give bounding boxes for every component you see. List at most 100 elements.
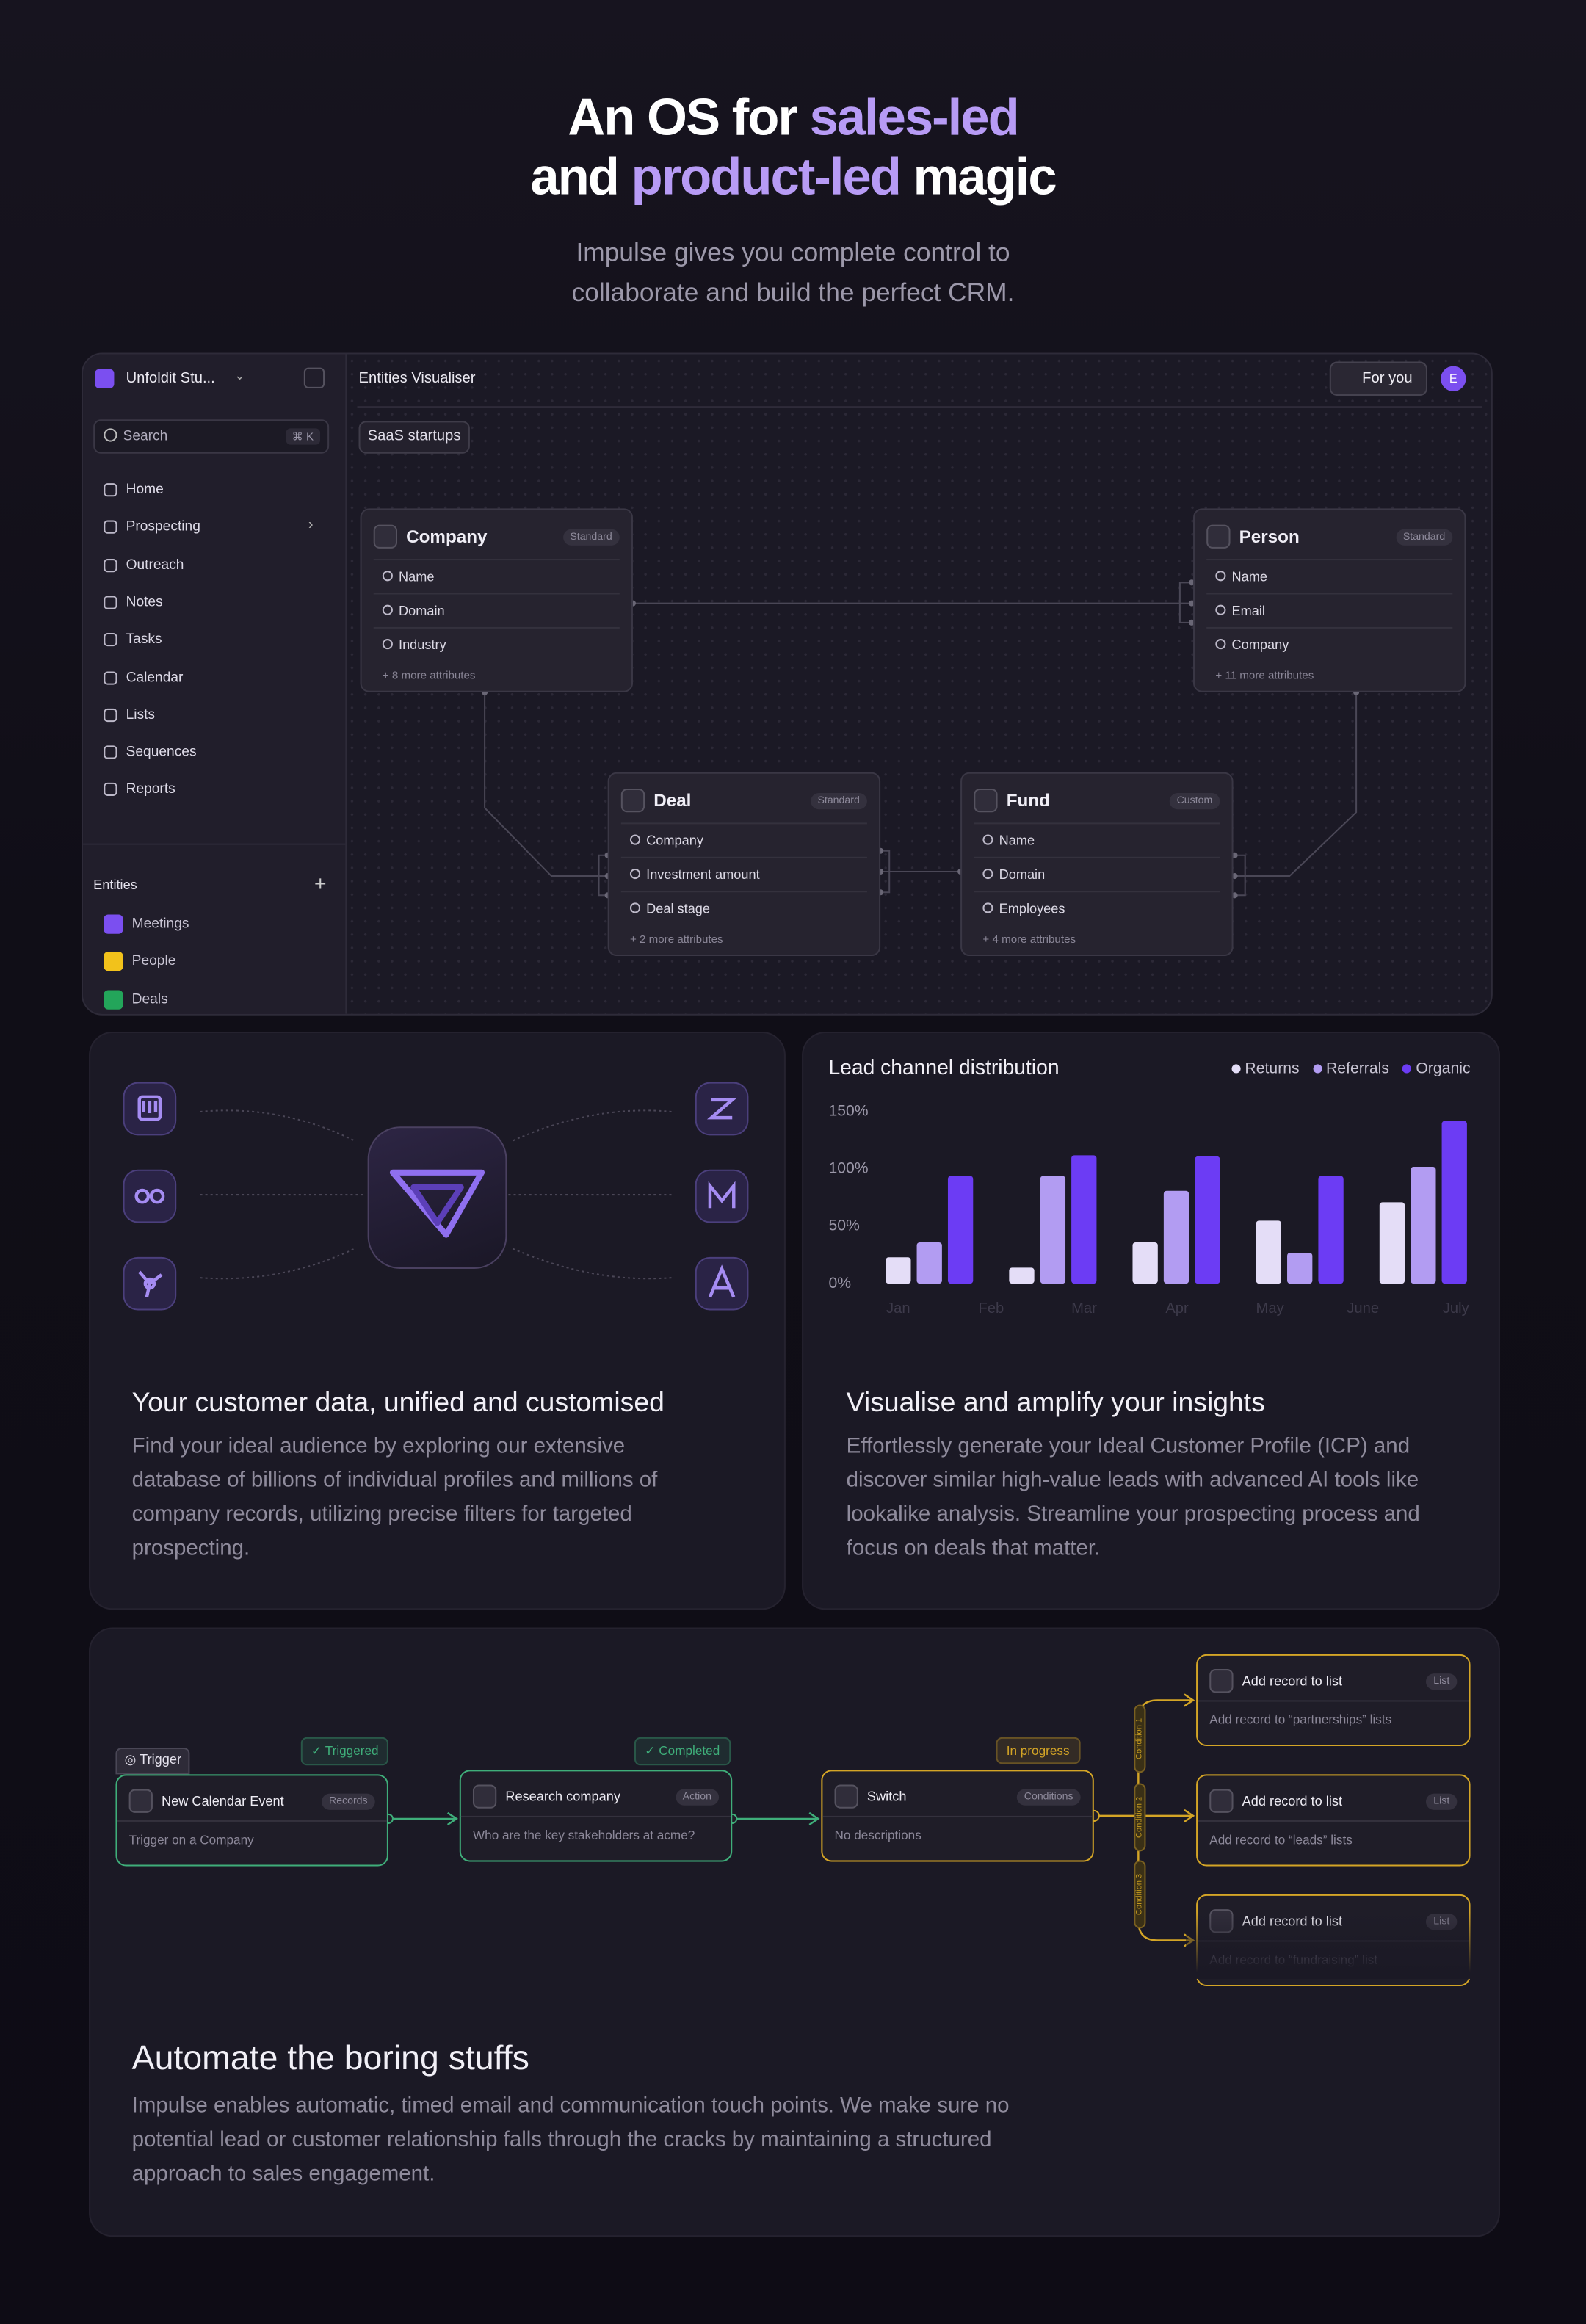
nav-icon: [104, 633, 117, 647]
card-icon: [974, 788, 998, 813]
x-tick-label: June: [1347, 1300, 1379, 1317]
field-label: Name: [999, 832, 1035, 847]
card-icon: [1206, 524, 1231, 549]
y-tick-label: 100%: [828, 1160, 868, 1177]
page-title: Entities Visualiser: [358, 370, 476, 387]
bar: [947, 1176, 974, 1284]
field-row: Name: [974, 822, 1220, 855]
nav-icon: [104, 596, 117, 609]
hero-subtitle: Impulse gives you complete control to co…: [571, 236, 1015, 307]
card-body: Effortlessly generate your Ideal Custome…: [846, 1435, 1420, 1561]
card-icon: [373, 524, 398, 549]
entity-item[interactable]: Deals: [104, 989, 168, 1009]
status-badge: In progress: [996, 1737, 1080, 1764]
node-tag: Conditions: [1016, 1788, 1081, 1805]
field-icon: [629, 868, 641, 880]
node-tag: List: [1426, 1673, 1458, 1690]
search-box[interactable]: [93, 419, 330, 454]
workspace-name[interactable]: Unfoldit Stu...: [126, 370, 215, 387]
bar: [1195, 1156, 1220, 1284]
integration-icon: [695, 1169, 749, 1223]
entity-card: Company Standard Name Domain Industry + 8 mor…: [360, 508, 633, 692]
more-attributes: + 4 more attributes: [982, 932, 1076, 946]
card-header: Deal Standard: [620, 786, 867, 815]
condition-label: Condition 1: [1134, 1704, 1146, 1773]
text: Trigger: [140, 1752, 182, 1767]
nav-icon: [104, 521, 117, 535]
field-row: Deal stage: [620, 891, 867, 923]
card-tag: Custom: [1169, 792, 1220, 809]
add-button[interactable]: +: [314, 871, 327, 896]
entity-label: People: [131, 953, 176, 970]
filter-chip[interactable]: SaaS startups: [358, 421, 470, 454]
nav-item[interactable]: Prospecting: [104, 519, 200, 535]
hero-line-2: and product-led magic: [0, 148, 1586, 208]
x-tick-label: Jan: [886, 1300, 910, 1317]
field-label: Domain: [999, 866, 1046, 882]
nav-icon: [104, 558, 117, 572]
nav-item[interactable]: Calendar: [104, 669, 184, 686]
entity-icon: [104, 914, 123, 934]
field-label: Email: [1231, 602, 1265, 618]
y-tick-label: 150%: [828, 1103, 868, 1120]
entity-card: Deal Standard Company Investment amount Deal…: [607, 772, 881, 957]
avatar[interactable]: E: [1441, 366, 1466, 391]
nav-label: Tasks: [126, 631, 162, 648]
entity-icon: [104, 989, 123, 1009]
node-header: Add record to list List: [1209, 1668, 1458, 1694]
nav-icon: [104, 783, 117, 797]
legend-swatch: [1312, 1064, 1322, 1074]
chart-title: Lead channel distribution: [828, 1055, 1059, 1079]
x-tick-label: July: [1443, 1300, 1470, 1317]
nav-item[interactable]: Notes: [104, 594, 163, 610]
nav-item[interactable]: Reports: [104, 782, 175, 798]
chevron[interactable]: ⌄: [233, 367, 246, 383]
field-icon: [1215, 639, 1226, 650]
more-label: 2 more attributes: [640, 932, 723, 946]
field-row: Name: [1206, 559, 1453, 591]
nav-item[interactable]: Home: [104, 482, 164, 499]
nav-item[interactable]: Sequences: [104, 745, 197, 761]
legend-label: Returns: [1245, 1060, 1300, 1078]
field-label: Employees: [999, 900, 1065, 916]
field-row: Domain: [974, 856, 1220, 889]
nav-label: Prospecting: [126, 519, 200, 536]
node-header: Switch Conditions: [834, 1783, 1081, 1809]
bar: [916, 1242, 942, 1284]
list-node: Add record to list List Add record to “lea…: [1196, 1774, 1471, 1867]
node-header: Add record to list List: [1209, 1788, 1458, 1814]
card-body: Impulse enables automatic, timed email a…: [131, 2094, 1010, 2187]
nav-label: Calendar: [126, 669, 184, 686]
field-label: Domain: [399, 602, 445, 618]
entity-item[interactable]: Meetings: [104, 914, 189, 934]
for-you-button[interactable]: [1329, 361, 1427, 396]
nav-item[interactable]: Tasks: [104, 631, 162, 648]
field-row: Domain: [373, 593, 620, 625]
legend-label: Referrals: [1325, 1060, 1389, 1078]
field-icon: [382, 604, 393, 615]
integration-glyphs: [134, 1095, 737, 1298]
nav-label: Home: [126, 482, 164, 499]
bar: [1379, 1202, 1405, 1284]
bar: [1163, 1190, 1190, 1284]
more-label: 8 more attributes: [391, 668, 476, 682]
bar: [1009, 1267, 1035, 1284]
field-icon: [382, 571, 393, 582]
card-header: Fund Custom: [974, 786, 1220, 815]
separator: [822, 1815, 1093, 1817]
entity-label: Deals: [131, 991, 168, 1007]
entity-item[interactable]: People: [104, 952, 175, 971]
x-tick-label: Mar: [1071, 1300, 1097, 1317]
nav-icon: [104, 745, 117, 759]
field-label: Name: [1231, 568, 1268, 584]
nav-item[interactable]: Lists: [104, 707, 155, 723]
fade-overlay: [1185, 1912, 1482, 1979]
y-tick-label: 0%: [828, 1275, 851, 1292]
nav-icon: [104, 483, 117, 497]
node-desc: No descriptions: [834, 1828, 921, 1843]
bar: [886, 1257, 911, 1284]
section-label: Entities: [93, 877, 137, 893]
collapse-button[interactable]: [303, 367, 325, 388]
nav-item[interactable]: Outreach: [104, 557, 184, 573]
